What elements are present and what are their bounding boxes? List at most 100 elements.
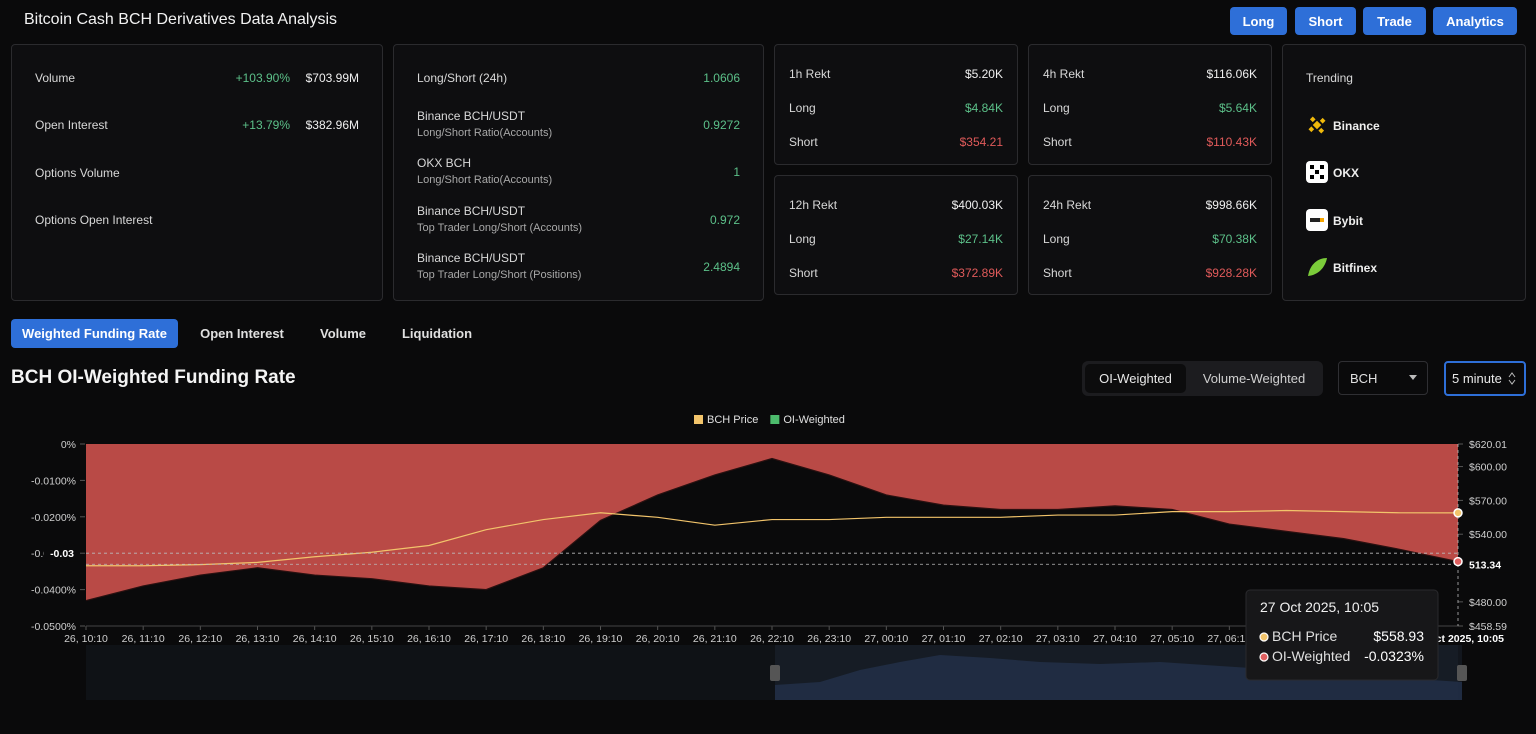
ratio-title: OKX BCH <box>417 156 472 171</box>
x-tick-label: 27, 01:10 <box>922 633 966 645</box>
pointer-label-bg <box>44 545 80 562</box>
rekt-card: 1h Rekt $5.20K Long $4.84K Short $354.21 <box>774 44 1018 165</box>
x-tick-label: 26, 11:10 <box>122 633 165 645</box>
toggle-option-active[interactable]: OI-Weighted <box>1085 364 1186 393</box>
rekt-long-label: Long <box>789 232 816 246</box>
x-tick-label: 26, 18:10 <box>521 633 565 645</box>
ratio-title: Binance BCH/USDT <box>417 250 526 265</box>
y2-tick-label: $540.00 <box>1469 529 1507 541</box>
legend-label: BCH Price <box>707 414 758 426</box>
x-tick-label: 26, 10:10 <box>64 633 108 645</box>
y2-tick-label: $570.00 <box>1469 495 1507 507</box>
binance-icon <box>1306 114 1328 136</box>
tab[interactable]: Liquidation <box>401 326 473 341</box>
stat-change: +103.90% <box>235 71 290 85</box>
bitfinex-logo <box>1308 258 1327 276</box>
rekt-card: 4h Rekt $116.06K Long $5.64K Short $110.43K <box>1028 44 1272 165</box>
tooltip-dot <box>1259 652 1269 662</box>
tooltip-dot <box>1259 632 1269 642</box>
interval-select[interactable]: 5 minute <box>1444 361 1526 396</box>
y2-tick-label: $600.00 <box>1469 462 1507 474</box>
tooltip-value: -0.0323% <box>1364 648 1424 664</box>
rekt-long-label: Long <box>789 101 816 115</box>
ratio-value: 0.9272 <box>703 118 740 132</box>
ratio-value: 0.972 <box>709 212 740 227</box>
long-button[interactable]: Long <box>1230 7 1287 35</box>
y-tick-label: 0% <box>61 439 76 451</box>
rekt-short: $110.43K <box>1206 135 1258 149</box>
tab[interactable]: Volume <box>320 326 366 341</box>
rekt-short-label: Short <box>789 135 818 149</box>
pointer-label: 513.34 <box>1469 559 1501 571</box>
tab-active[interactable]: Weighted Funding Rate <box>11 319 178 348</box>
legend-label: OI-Weighted <box>783 414 845 426</box>
rekt-short: $372.89K <box>951 266 1003 280</box>
trending-card: Trending Binance OKX Bybit Bitfinex <box>1282 44 1526 301</box>
analytics-button[interactable]: Analytics <box>1433 7 1517 35</box>
okx-icon <box>1306 161 1328 183</box>
navigator-handle <box>770 665 780 681</box>
stat-value: $382.96M <box>305 118 359 133</box>
tooltip-title: 27 Oct 2025, 10:05 <box>1260 599 1379 615</box>
rekt-short-label: Short <box>1043 266 1072 280</box>
stat-label: Volume <box>35 71 76 85</box>
rekt-title: 24h Rekt <box>1043 198 1092 212</box>
short-button[interactable]: Short <box>1295 7 1356 35</box>
ratio-title: Binance BCH/USDT <box>417 109 526 123</box>
stat-label: Options Open Interest <box>35 212 153 227</box>
exchange-name: Binance <box>1333 119 1380 133</box>
x-tick-label: 26, 23:10 <box>807 633 851 645</box>
trade-button[interactable]: Trade <box>1363 7 1426 35</box>
x-tick-label: 26, 14:10 <box>293 633 337 645</box>
bybit-icon <box>1306 209 1328 231</box>
binance-logo <box>1308 116 1326 134</box>
navigator-handle <box>1457 665 1467 681</box>
symbol-value: BCH <box>1350 371 1378 386</box>
rekt-total: $998.66K <box>1205 198 1257 212</box>
x-tick-label: 26, 13:10 <box>236 633 280 645</box>
legend-swatch <box>770 415 780 424</box>
bybit-logo <box>1310 218 1324 222</box>
ratio-subtitle: Long/Short Ratio(Accounts) <box>417 174 553 187</box>
exchange-name: OKX <box>1333 166 1360 181</box>
ratio-value: 1.0606 <box>703 71 740 85</box>
toggle-option[interactable]: Volume-Weighted <box>1202 371 1306 386</box>
rekt-long-label: Long <box>1043 232 1070 246</box>
rekt-card: 24h Rekt $998.66K Long $70.38K Short $928.28K <box>1028 175 1272 295</box>
tab[interactable]: Open Interest <box>200 326 284 341</box>
rekt-long-label: Long <box>1043 101 1070 115</box>
page-title: Bitcoin Cash BCH Derivatives Data Analys… <box>24 11 338 28</box>
y-tick-label: -0.0500% <box>31 621 76 633</box>
pointer-label-bg <box>1464 556 1514 573</box>
x-tick-label: 26, 15:10 <box>350 633 394 645</box>
rekt-short: $354.21 <box>959 135 1003 149</box>
symbol-select[interactable]: BCH <box>1338 361 1428 395</box>
interval-value: 5 minute <box>1452 371 1502 386</box>
x-tick-label: 26, 19:10 <box>579 633 623 645</box>
tooltip-value: $558.93 <box>1373 628 1424 644</box>
y-tick-label: -0.0400% <box>31 585 76 597</box>
rekt-title: 1h Rekt <box>789 67 831 81</box>
x-tick-label: 26, 16:10 <box>407 633 451 645</box>
tooltip-series-name: BCH Price <box>1272 628 1338 644</box>
price-line <box>86 509 1459 567</box>
navigator-area <box>775 655 1462 700</box>
rekt-short-label: Short <box>789 266 818 280</box>
x-tick-label: 26, 22:10 <box>750 633 794 645</box>
okx-logo <box>1310 165 1324 179</box>
y2-tick-label: $480.00 <box>1469 597 1507 609</box>
rekt-short: $928.28K <box>1205 266 1257 280</box>
spinner-arrows <box>1508 372 1516 385</box>
rekt-total: $400.03K <box>951 198 1003 212</box>
rekt-title: 4h Rekt <box>1043 67 1085 81</box>
ratio-subtitle: Top Trader Long/Short (Accounts) <box>417 221 583 234</box>
dropdown-arrow <box>1409 375 1417 380</box>
rekt-title: 12h Rekt <box>789 198 838 212</box>
exchange-name: Bybit <box>1333 213 1363 228</box>
x-tick-label: 26, 17:10 <box>464 633 508 645</box>
rekt-total: $5.20K <box>964 67 1003 81</box>
stat-value: $703.99M <box>305 71 359 85</box>
rekt-long: $27.14K <box>958 232 1003 246</box>
x-tick-label: 26, 12:10 <box>178 633 222 645</box>
tooltip-series-name: OI-Weighted <box>1272 648 1350 664</box>
